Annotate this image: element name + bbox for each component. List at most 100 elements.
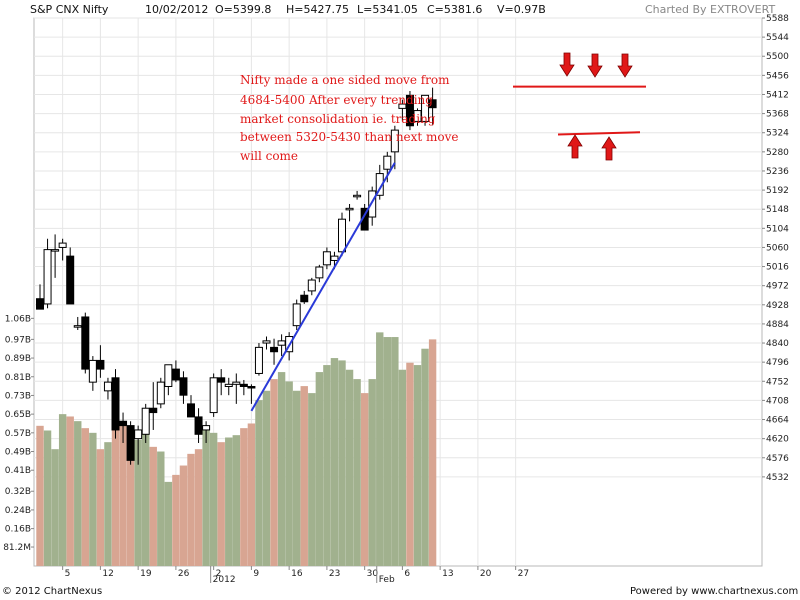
volume-bar bbox=[58, 414, 67, 566]
candle-body bbox=[88, 359, 97, 383]
up-arrow-icon bbox=[601, 136, 617, 161]
candle-body bbox=[51, 249, 60, 252]
volume-tick-label: 0.24B bbox=[5, 506, 31, 516]
powered-by-link[interactable]: Powered by www.chartnexus.com bbox=[630, 586, 799, 597]
candle-body bbox=[232, 381, 241, 385]
date-tick-label: 26 bbox=[178, 569, 190, 579]
volume-bar bbox=[149, 446, 157, 566]
volume-tick-label: 0.73B bbox=[5, 391, 31, 401]
candle-body bbox=[345, 207, 354, 211]
price-tick-label: 5148 bbox=[766, 205, 789, 215]
candle-body bbox=[119, 420, 128, 427]
candle-body bbox=[413, 110, 422, 122]
candle-body bbox=[164, 364, 173, 387]
candle-body bbox=[202, 425, 211, 431]
down-arrow-icon bbox=[617, 53, 633, 78]
volume-bar bbox=[89, 432, 97, 566]
candle-body bbox=[134, 429, 143, 440]
volume-tick-label: 1.06B bbox=[5, 314, 31, 324]
volume-bar bbox=[66, 416, 74, 566]
volume-bar bbox=[270, 379, 278, 566]
volume-bar bbox=[315, 372, 324, 566]
volume-bar bbox=[421, 348, 429, 566]
annotation-lines bbox=[250, 52, 646, 412]
price-tick-label: 4532 bbox=[766, 473, 789, 483]
volume-bar bbox=[172, 474, 180, 566]
candle-body bbox=[398, 103, 407, 109]
volume-bar bbox=[247, 423, 256, 566]
candle-body bbox=[58, 242, 67, 248]
volume-bar bbox=[74, 421, 82, 566]
volume-bar bbox=[225, 437, 233, 566]
volume-bar bbox=[51, 449, 59, 566]
volume-bar bbox=[255, 400, 263, 566]
candle-body bbox=[171, 368, 180, 381]
volume-bar bbox=[360, 393, 369, 566]
volume-bars bbox=[36, 332, 437, 566]
volume-bar bbox=[345, 369, 354, 566]
volume-bar bbox=[217, 442, 225, 566]
candle-body bbox=[179, 377, 188, 396]
volume-bar bbox=[293, 390, 301, 566]
annotation-line-4: between 5320-5430 than next move bbox=[240, 130, 459, 144]
candle-body bbox=[73, 325, 82, 328]
candle-body bbox=[262, 340, 271, 344]
period-label: Feb bbox=[379, 575, 395, 585]
volume-bar bbox=[36, 425, 44, 566]
candle-body bbox=[194, 416, 203, 435]
price-tick-label: 5280 bbox=[766, 148, 789, 158]
date-tick-label: 20 bbox=[480, 569, 492, 579]
price-tick-label: 5412 bbox=[766, 90, 789, 100]
candle-body bbox=[307, 279, 316, 292]
volume-bar bbox=[398, 369, 407, 566]
volume-bar bbox=[323, 365, 331, 566]
volume-bar bbox=[202, 428, 210, 566]
price-tick-label: 5544 bbox=[766, 33, 789, 43]
candle-body bbox=[322, 251, 331, 266]
candle-body bbox=[43, 249, 52, 305]
date-tick-label: 27 bbox=[518, 569, 529, 579]
period-label: 2012 bbox=[213, 575, 236, 585]
candle-body bbox=[383, 155, 392, 170]
volume-bar bbox=[232, 435, 240, 566]
annotation-line-3: market consolidation ie. trading bbox=[240, 112, 436, 126]
annotation-line-2: 4684-5400 After every trending bbox=[240, 93, 433, 107]
candle-body bbox=[277, 340, 286, 346]
candle-body bbox=[300, 294, 309, 303]
volume-bar bbox=[119, 425, 127, 566]
volume-bar bbox=[330, 358, 339, 566]
volume-bar bbox=[277, 372, 286, 566]
chart-footer: © 2012 ChartNexus Powered by www.chartne… bbox=[0, 586, 800, 600]
candle-body bbox=[254, 346, 263, 374]
price-tick-label: 5236 bbox=[766, 167, 789, 177]
volume-bar bbox=[406, 362, 414, 566]
down-arrow-icon bbox=[587, 53, 603, 78]
symbol-name: S&P CNX Nifty bbox=[30, 3, 109, 16]
candle-body bbox=[428, 99, 437, 109]
volume-bar bbox=[111, 421, 120, 566]
date-tick-label: 2 bbox=[216, 569, 222, 579]
candle-body bbox=[292, 303, 301, 327]
candle-body bbox=[247, 385, 256, 389]
candle-body bbox=[338, 218, 346, 253]
candle-body bbox=[209, 377, 218, 414]
date-tick-label: 13 bbox=[442, 569, 453, 579]
candle-body bbox=[330, 255, 339, 261]
volume-bar bbox=[383, 337, 391, 566]
price-tick-label: 4664 bbox=[766, 416, 789, 426]
close-value: C=5381.6 bbox=[427, 3, 483, 16]
candle-body bbox=[217, 377, 226, 383]
volume-bar bbox=[240, 428, 248, 566]
date-tick-label: 16 bbox=[291, 569, 303, 579]
candle-body bbox=[36, 298, 44, 310]
high-value: H=5427.75 bbox=[286, 3, 349, 16]
candle-body bbox=[156, 381, 165, 405]
price-tick-label: 5368 bbox=[766, 110, 789, 120]
volume-bar bbox=[104, 442, 112, 566]
volume-bar bbox=[179, 465, 188, 566]
candle-body bbox=[111, 377, 120, 431]
trend-line bbox=[250, 162, 396, 412]
price-candles bbox=[36, 87, 437, 465]
volume-tick-label: 0.57B bbox=[5, 429, 31, 439]
price-tick-label: 5456 bbox=[766, 71, 789, 81]
